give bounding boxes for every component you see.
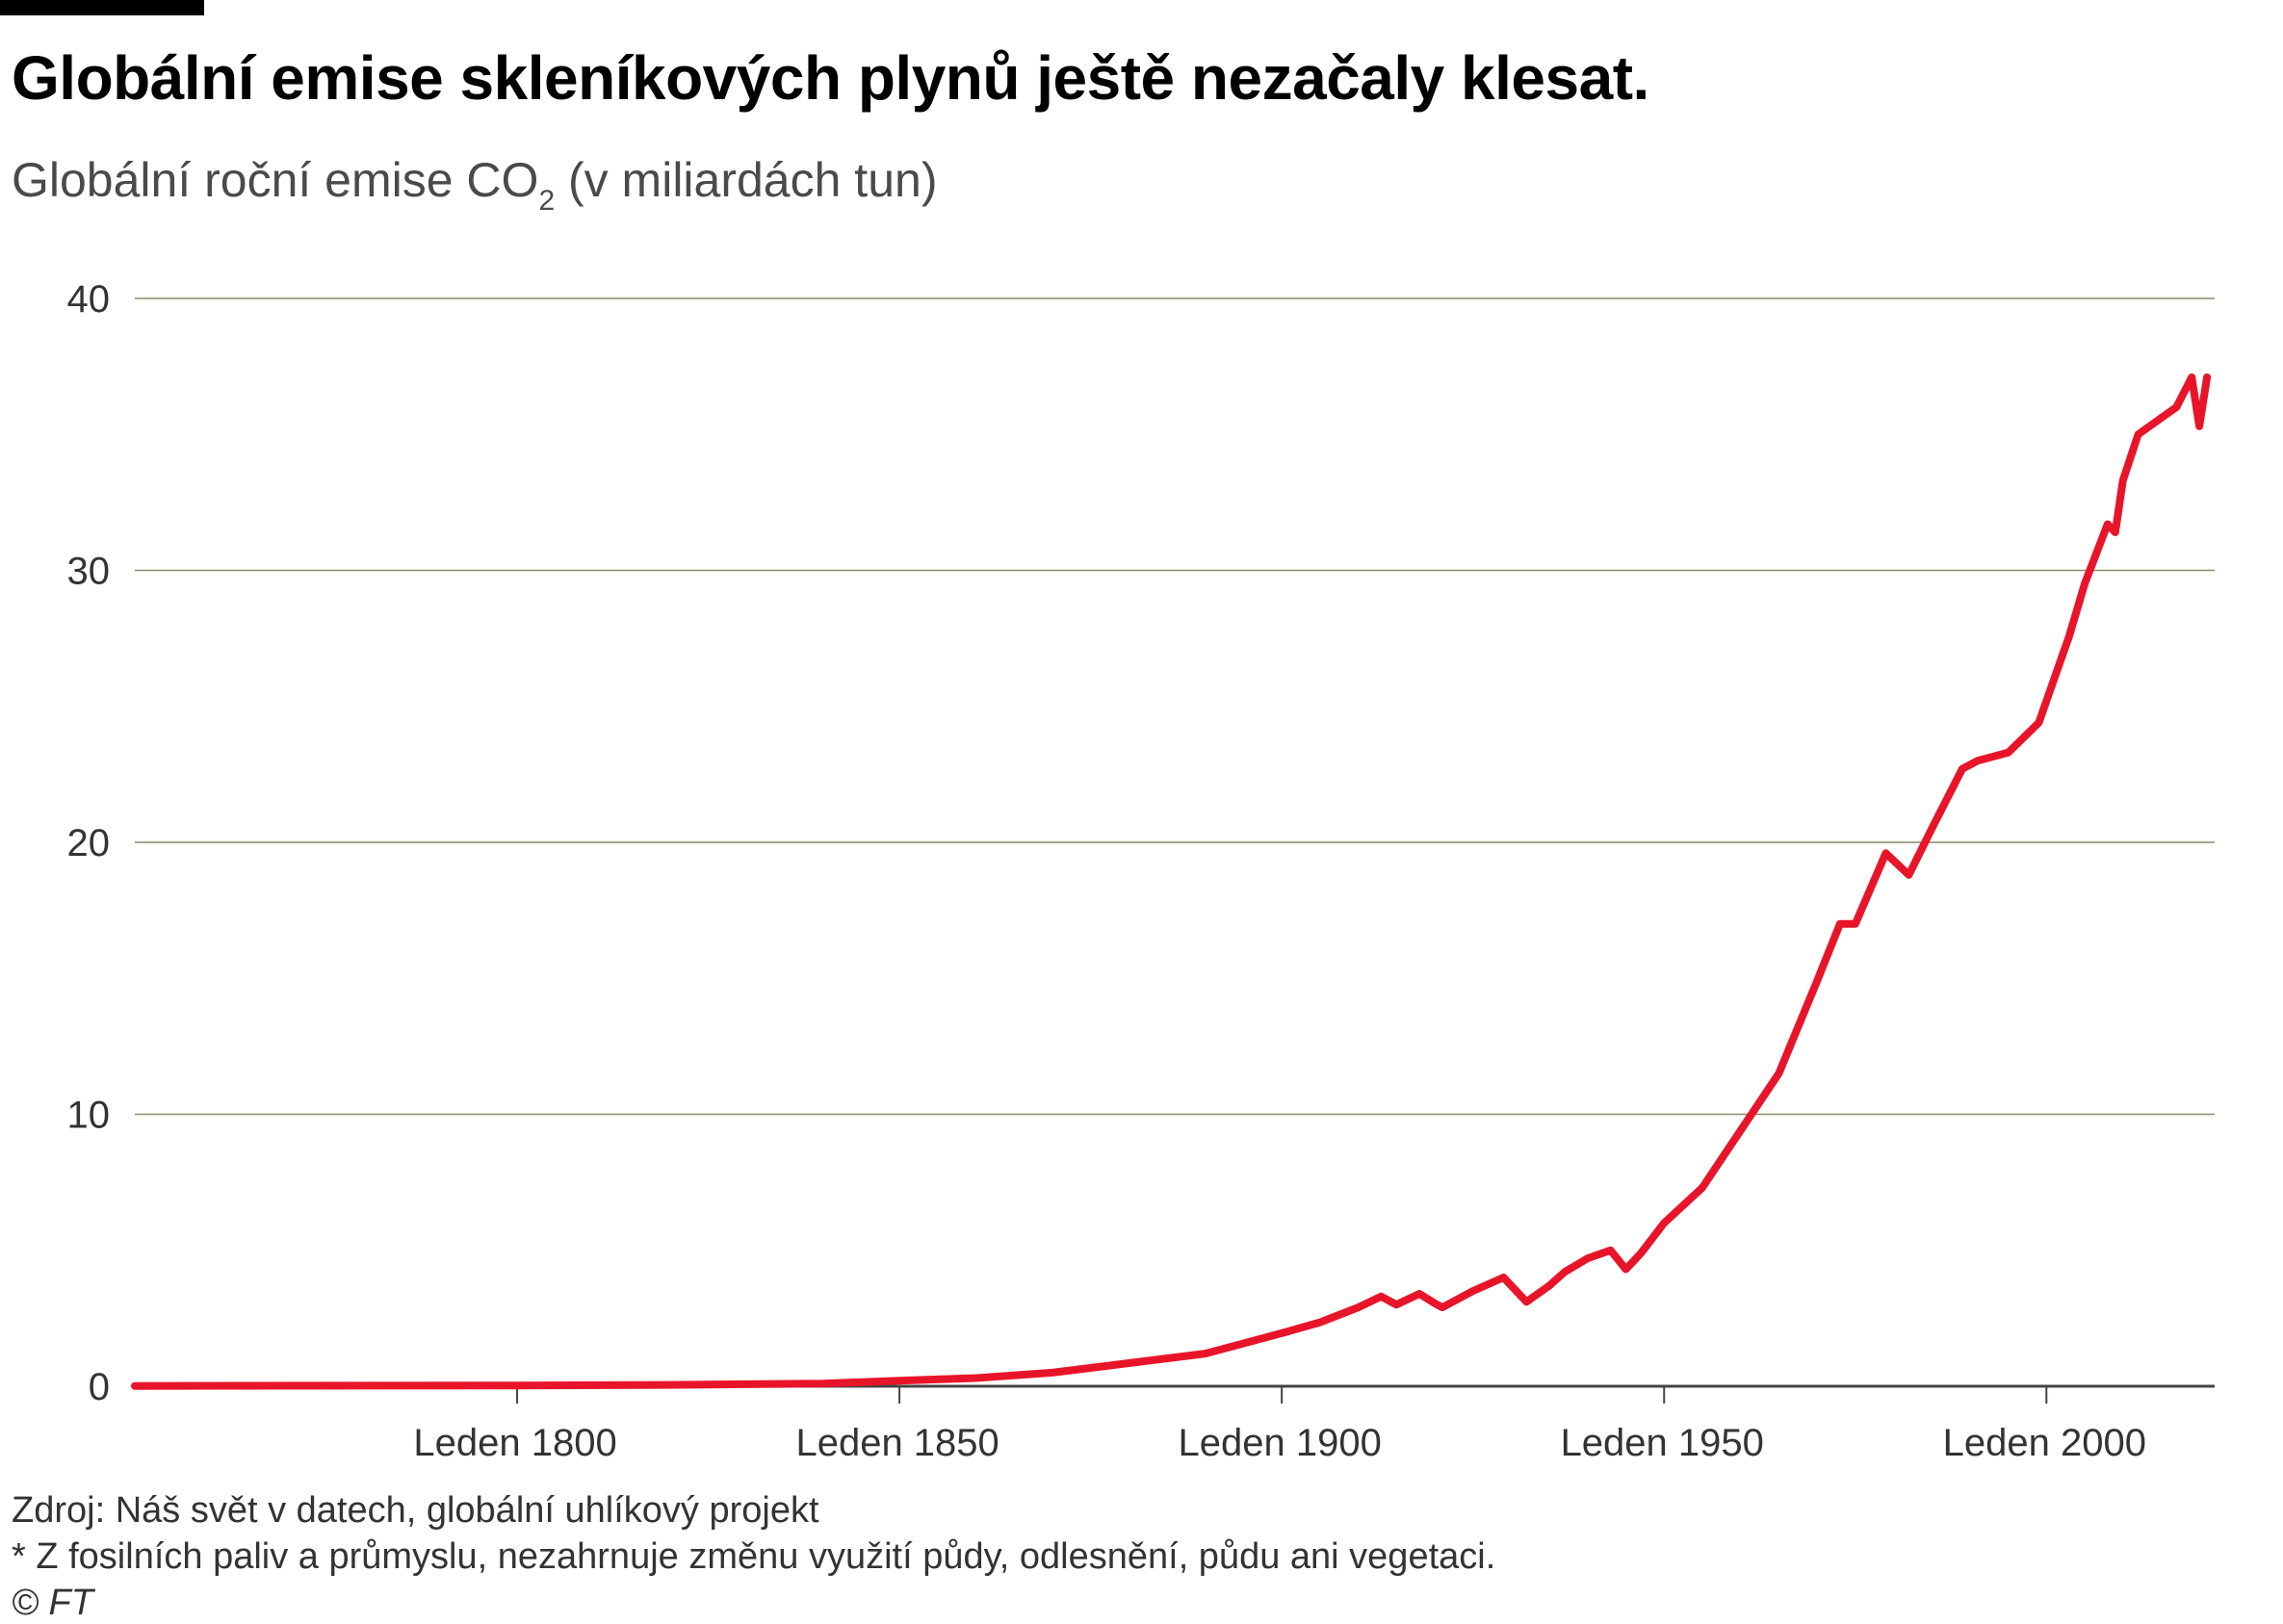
emissions-line-chart: 0 10 20 30 40 Leden 1800 Leden 1850 Leden 1900 L… [67,278,2215,1464]
copyright: © FT [12,1583,93,1623]
y-tick-label-30: 30 [67,551,111,593]
series-line-0 [131,373,2212,1390]
y-tick-label-20: 20 [67,822,111,864]
chart-subtitle: Globální roční emise CO2 (v miliardách t… [12,152,937,218]
subtitle-subscript: 2 [538,185,556,217]
x-tick-label-2000: Leden 2000 [1943,1422,2146,1464]
y-tick-label-10: 10 [67,1095,111,1137]
x-tick-label-1800: Leden 1800 [413,1422,616,1464]
source-note: Zdroj: Náš svět v datech, globální uhlík… [12,1490,819,1531]
subtitle-text: Globální roční emise CO [12,153,539,207]
x-tick-label-1950: Leden 1950 [1561,1422,1764,1464]
subtitle-unit: (v miliardách tun) [555,153,938,207]
y-tick-label-0: 0 [89,1366,110,1408]
x-tick-label-1900: Leden 1900 [1179,1422,1382,1464]
x-tick-label-1850: Leden 1850 [795,1422,999,1464]
footnote: * Z fosilních paliv a průmyslu, nezahrnu… [12,1536,1496,1577]
y-tick-label-40: 40 [67,278,111,321]
chart-title: Globální emise skleníkových plynů ještě … [12,43,1649,113]
top-accent-bar [0,0,204,15]
